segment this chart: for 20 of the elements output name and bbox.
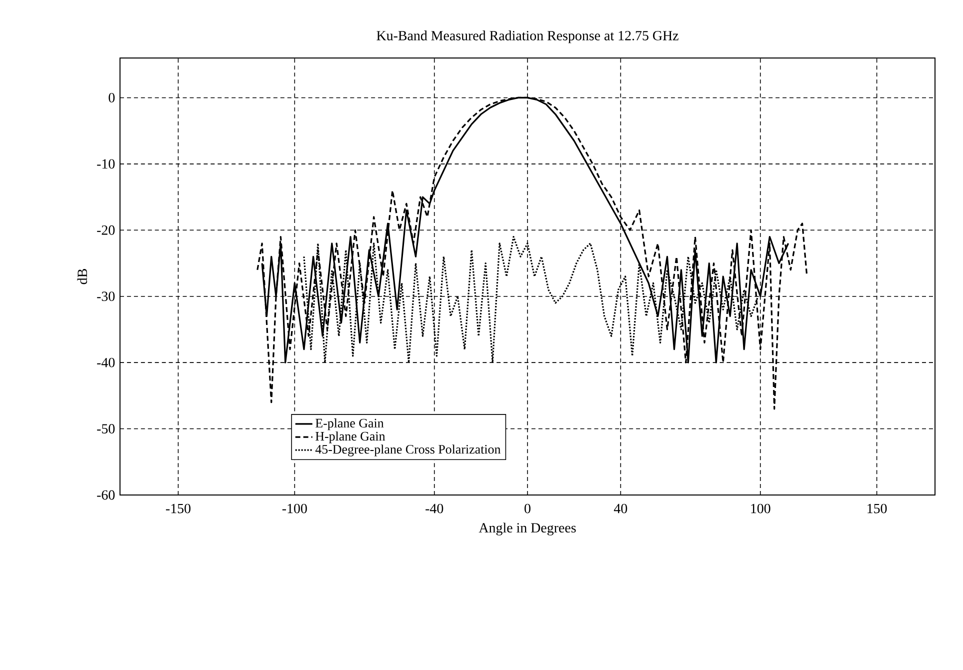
x-tick-label: -100 (282, 504, 307, 514)
y-tick-label: 0 (108, 93, 115, 102)
y-tick-label: -10 (97, 159, 115, 169)
y-tick-label: -40 (97, 358, 115, 368)
x-tick-label: 40 (614, 504, 628, 514)
y-tick-label: -30 (97, 292, 115, 302)
y-axis-title: dB (77, 269, 88, 284)
y-tick-label: -50 (97, 424, 115, 434)
legend-label: 45-Degree-plane Cross Polarization (315, 444, 501, 456)
x-tick-label: -40 (426, 504, 444, 514)
y-tick-label: -60 (97, 490, 115, 500)
x-axis-title: Angle in Degrees (478, 522, 576, 536)
x-tick-label: 150 (868, 504, 887, 514)
legend-label: H-plane Gain (316, 431, 386, 444)
x-tick-label: 0 (524, 504, 530, 514)
x-tick-label: -150 (166, 504, 190, 514)
x-tick-label: 100 (751, 504, 770, 514)
chart-title: Ku-Band Measured Radiation Response at 12.75 GHz (376, 30, 678, 44)
y-tick-label: -20 (97, 225, 115, 235)
legend-label: E-plane Gain (316, 418, 384, 430)
